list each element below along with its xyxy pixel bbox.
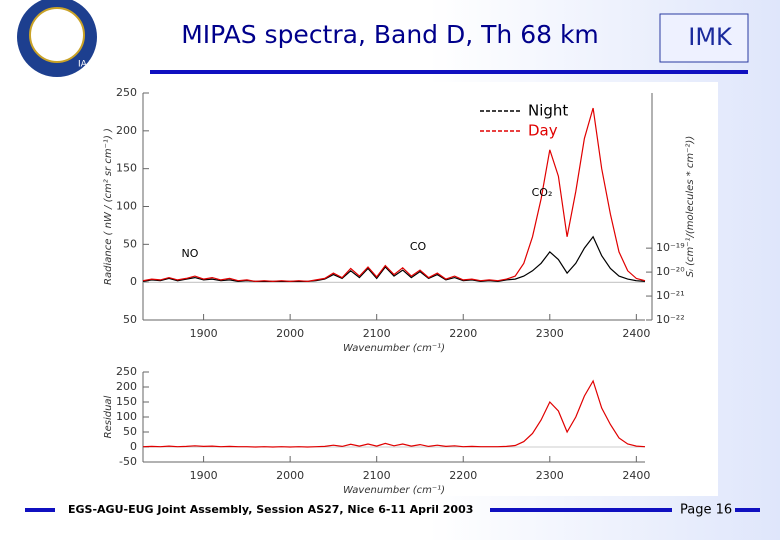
y-tick-label: 200: [116, 124, 137, 137]
y2-tick-label: 10⁻²²: [656, 313, 685, 326]
footer-rule: [735, 508, 760, 512]
x-tick-label: 2300: [536, 469, 564, 482]
plot-panel: [55, 82, 718, 496]
y-axis-label: Radiance ( nW / (cm² sr cm⁻¹) ): [103, 128, 114, 285]
x-tick-label: 2100: [363, 469, 391, 482]
y-tick-label: 150: [116, 395, 137, 408]
y2-axis-label: Sᵢ (cm⁻¹/(molecules * cm⁻²)): [685, 136, 696, 277]
y-tick-label: 200: [116, 380, 137, 393]
legend-label: Day: [528, 122, 558, 140]
y2-tick-label: 10⁻²⁰: [656, 265, 685, 278]
footer-text: EGS-AGU-EUG Joint Assembly, Session AS27…: [68, 503, 473, 516]
logo-left-text: IAA: [78, 60, 94, 70]
y-tick-label: 250: [116, 365, 137, 378]
y-tick-label: 50: [123, 313, 137, 326]
x-tick-label: 1900: [190, 469, 218, 482]
x-tick-label: 2200: [449, 469, 477, 482]
y2-tick-label: 10⁻¹⁹: [656, 241, 685, 254]
x-tick-label: 2200: [449, 327, 477, 340]
footer-rule: [25, 508, 55, 512]
spectrum-line: [142, 379, 646, 448]
legend-label: Night: [528, 102, 568, 120]
page-number: Page 16: [680, 503, 732, 518]
x-tick-label: 2300: [536, 327, 564, 340]
y-tick-label: 150: [116, 162, 137, 175]
x-tick-label: 2000: [276, 327, 304, 340]
logo-ring: [29, 7, 85, 63]
annotation: NO: [182, 247, 199, 260]
y-tick-label: 100: [116, 410, 137, 423]
y-tick-label: 0: [130, 275, 137, 288]
spectrum-line: [142, 107, 646, 283]
header-rule: [150, 70, 748, 74]
annotation: CO₂: [532, 186, 553, 199]
logo-right-text: IMK: [688, 23, 733, 51]
y-tick-label: 250: [116, 86, 137, 99]
logo-right: [659, 13, 749, 63]
footer-rule: [490, 508, 672, 512]
x-tick-label: 1900: [190, 327, 218, 340]
y-tick-label: 50: [123, 237, 137, 250]
slide-title: MIPAS spectra, Band D, Th 68 km: [181, 20, 599, 49]
x-tick-label: 2000: [276, 469, 304, 482]
y2-tick-label: 10⁻²¹: [656, 289, 685, 302]
spectrum-line: [142, 235, 646, 283]
y-tick-label: 0: [130, 440, 137, 453]
y-tick-label: 50: [123, 425, 137, 438]
x-tick-label: 2100: [363, 327, 391, 340]
x-tick-label: 2400: [622, 469, 650, 482]
annotation: CO: [410, 240, 427, 253]
x-axis-label: Wavenumber (cm⁻¹): [343, 485, 445, 496]
y-tick-label: 100: [116, 200, 137, 213]
y-tick-label: -50: [119, 455, 137, 468]
x-tick-label: 2400: [622, 327, 650, 340]
y-axis-label: Residual: [103, 395, 114, 438]
x-axis-label: Wavenumber (cm⁻¹): [343, 343, 445, 354]
